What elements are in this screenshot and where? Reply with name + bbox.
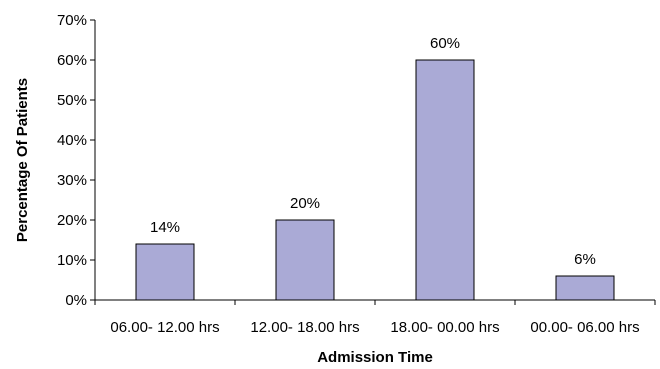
bar xyxy=(135,243,195,301)
data-label: 14% xyxy=(150,219,180,236)
data-label: 6% xyxy=(574,251,596,268)
y-axis-title: Percentage Of Patients xyxy=(14,78,31,242)
x-tick-label: 12.00- 18.00 hrs xyxy=(250,319,359,336)
data-labels-group: 14% 20% 60% 6% xyxy=(150,35,596,268)
x-tick-label: 06.00- 12.00 hrs xyxy=(110,319,219,336)
y-tick-label: 30% xyxy=(57,172,87,189)
data-label: 60% xyxy=(430,35,460,52)
y-tick-label: 40% xyxy=(57,132,87,149)
y-tick-label: 10% xyxy=(57,252,87,269)
y-tick-label: 60% xyxy=(57,52,87,69)
bar xyxy=(415,59,475,301)
y-tick-label: 20% xyxy=(57,212,87,229)
y-tick-label: 0% xyxy=(65,292,87,309)
bar xyxy=(275,219,335,301)
data-label: 20% xyxy=(290,195,320,212)
bars-group xyxy=(135,59,615,301)
bar xyxy=(555,275,615,301)
x-axis-title: Admission Time xyxy=(317,349,433,366)
x-axis-ticks: 06.00- 12.00 hrs 12.00- 18.00 hrs 18.00- 0… xyxy=(94,300,656,336)
x-tick-label: 00.00- 06.00 hrs xyxy=(530,319,639,336)
x-tick-label: 18.00- 00.00 hrs xyxy=(390,319,499,336)
y-tick-label: 50% xyxy=(57,92,87,109)
y-tick-label: 70% xyxy=(57,12,87,29)
y-axis-ticks: 0% 10% 20% 30% 40% 50% 60% 70% xyxy=(57,12,95,309)
